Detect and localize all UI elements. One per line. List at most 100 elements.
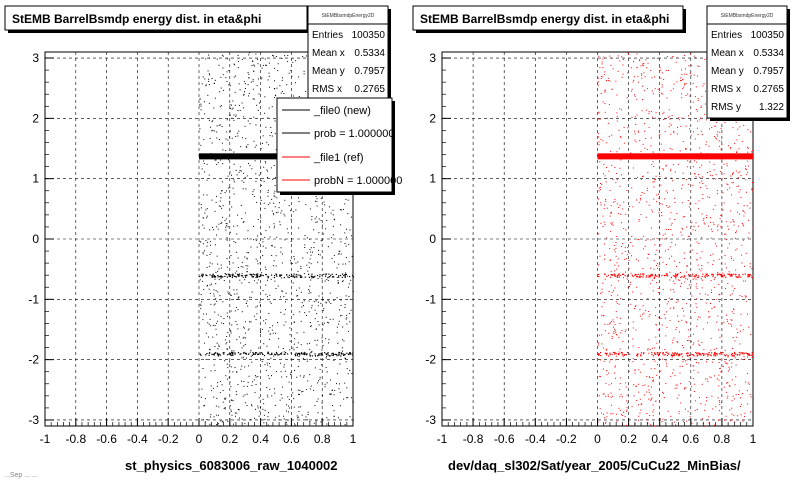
scatter-point xyxy=(709,217,711,219)
x-tick-label: -0.2 xyxy=(556,432,577,446)
scatter-point xyxy=(622,355,624,357)
scatter-point xyxy=(245,274,247,277)
scatter-point xyxy=(710,337,712,339)
scatter-point xyxy=(269,333,271,335)
scatter-point xyxy=(244,87,246,89)
scatter-point xyxy=(716,193,718,195)
scatter-point xyxy=(204,113,206,115)
scatter-point xyxy=(681,356,683,358)
scatter-point xyxy=(707,380,709,382)
scatter-point xyxy=(340,209,342,211)
scatter-point xyxy=(653,198,655,200)
scatter-point xyxy=(273,274,276,277)
scatter-point xyxy=(752,140,754,142)
scatter-point xyxy=(669,118,671,120)
scatter-point xyxy=(335,273,337,276)
scatter-point xyxy=(293,398,295,400)
scatter-point xyxy=(209,126,211,128)
scatter-point xyxy=(719,293,721,295)
scatter-point xyxy=(687,410,689,412)
scatter-point xyxy=(705,274,707,276)
scatter-point xyxy=(650,274,652,276)
scatter-point xyxy=(702,328,704,330)
scatter-point xyxy=(665,360,667,362)
scatter-point xyxy=(267,275,269,278)
scatter-point xyxy=(336,383,338,385)
scatter-point xyxy=(323,233,325,235)
scatter-point xyxy=(680,79,682,81)
scatter-point xyxy=(730,256,732,258)
scatter-point xyxy=(236,174,238,176)
scatter-point xyxy=(234,353,236,355)
scatter-point xyxy=(211,276,213,278)
scatter-point xyxy=(741,141,743,143)
scatter-point xyxy=(735,160,737,162)
scatter-point xyxy=(317,398,319,400)
scatter-point xyxy=(342,280,344,282)
scatter-point xyxy=(225,226,227,228)
scatter-point xyxy=(346,275,348,277)
scatter-point xyxy=(667,69,669,71)
scatter-point xyxy=(634,308,636,310)
scatter-point xyxy=(725,276,727,278)
scatter-point xyxy=(678,410,680,412)
scatter-point xyxy=(660,77,662,79)
scatter-point xyxy=(236,293,238,295)
scatter-point xyxy=(619,136,621,138)
scatter-point xyxy=(217,291,219,293)
scatter-point xyxy=(696,353,698,355)
scatter-point xyxy=(690,134,692,136)
scatter-point xyxy=(675,301,677,303)
scatter-point xyxy=(642,273,644,275)
scatter-point xyxy=(344,357,346,359)
scatter-point xyxy=(325,273,327,275)
scatter-point xyxy=(266,141,268,143)
scatter-point xyxy=(310,275,312,277)
scatter-point xyxy=(202,419,204,421)
scatter-point xyxy=(622,277,624,279)
scatter-point xyxy=(719,273,721,275)
scatter-point xyxy=(230,332,232,334)
scatter-point xyxy=(626,97,628,99)
scatter-point xyxy=(257,376,259,378)
scatter-point xyxy=(236,371,238,373)
scatter-point xyxy=(315,420,317,422)
scatter-point xyxy=(747,382,749,384)
scatter-point xyxy=(265,284,267,286)
scatter-point xyxy=(265,247,267,249)
dense-band xyxy=(597,153,753,160)
scatter-point xyxy=(220,315,222,317)
scatter-point xyxy=(645,239,647,241)
scatter-point xyxy=(750,411,752,413)
scatter-point xyxy=(600,359,602,361)
scatter-point xyxy=(349,321,351,323)
scatter-point xyxy=(215,352,217,354)
scatter-point xyxy=(202,224,204,226)
scatter-point xyxy=(718,374,720,376)
scatter-point xyxy=(600,202,602,204)
scatter-point xyxy=(200,241,202,243)
scatter-point xyxy=(718,329,720,331)
scatter-point xyxy=(243,336,245,338)
x-tick-label: 0 xyxy=(196,432,203,446)
scatter-point xyxy=(290,262,292,264)
scatter-point xyxy=(639,197,641,199)
scatter-point xyxy=(605,200,607,202)
scatter-point xyxy=(648,398,650,400)
scatter-point xyxy=(229,187,231,189)
scatter-point xyxy=(324,352,326,354)
scatter-point xyxy=(615,352,617,355)
scatter-point xyxy=(619,317,621,319)
x-tick-label: 0.6 xyxy=(283,432,300,446)
scatter-point xyxy=(213,364,215,366)
scatter-point xyxy=(247,95,249,97)
y-tick-label: 3 xyxy=(32,51,39,65)
scatter-point xyxy=(693,131,695,133)
scatter-point xyxy=(329,292,331,294)
scatter-point xyxy=(208,84,210,86)
scatter-point xyxy=(328,273,330,275)
scatter-point xyxy=(637,238,639,240)
scatter-point xyxy=(642,275,644,277)
scatter-point xyxy=(244,423,246,425)
scatter-point xyxy=(319,368,321,370)
